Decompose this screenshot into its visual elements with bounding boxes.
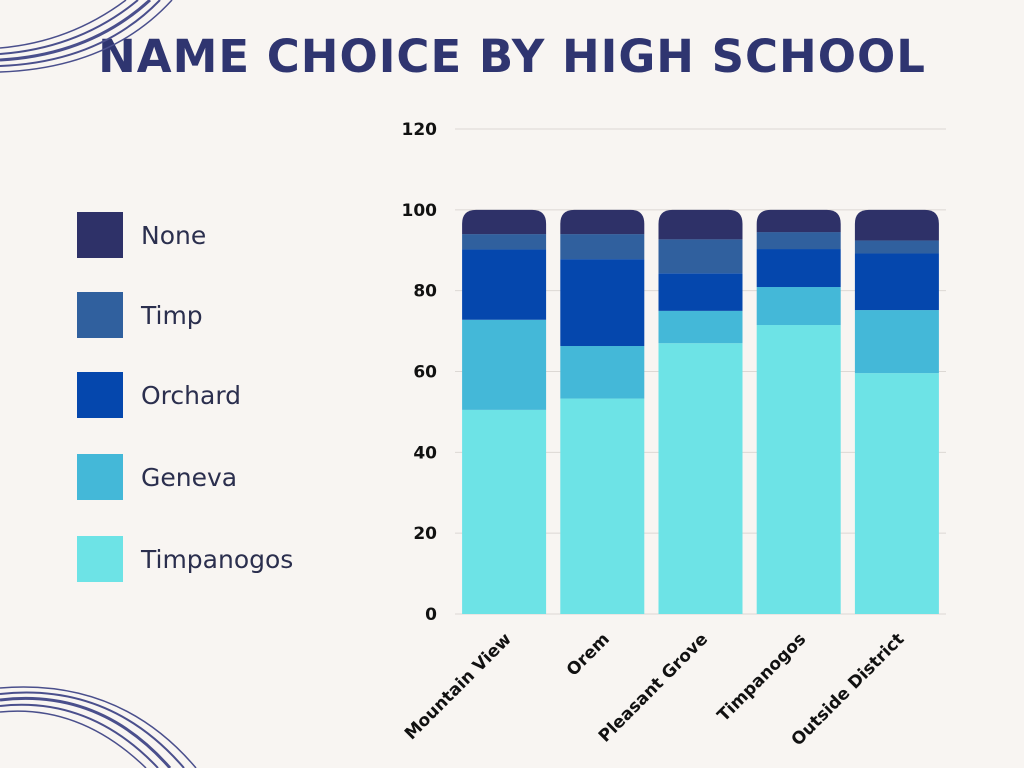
legend-label-orchard: Orchard [141, 380, 242, 410]
y-tick-label-60: 60 [413, 363, 437, 383]
bar-timpanogos-timp [756, 232, 841, 250]
bar-timpanogos-orchard [756, 249, 841, 288]
bar-pleasant-grove-timp [658, 239, 743, 274]
y-tick-label-20: 20 [413, 524, 437, 544]
legend-label-geneva: Geneva [141, 462, 238, 492]
bar-orem-none [560, 209, 645, 235]
legend-label-timp: Timp [141, 300, 203, 330]
bar-pleasant-grove-timpanogos [658, 343, 743, 614]
bar-timpanogos-geneva [756, 287, 841, 326]
bar-pleasant-grove-geneva [658, 310, 743, 344]
bar-timpanogos-none [756, 209, 841, 233]
y-tick-label-100: 100 [402, 201, 438, 221]
bar-outside-district-timp [854, 240, 939, 254]
bar-pleasant-grove-orchard [658, 273, 743, 311]
x-tick-label-orem: Orem [563, 629, 614, 680]
y-tick-label-80: 80 [413, 282, 437, 302]
x-tick-label-mountain-view: Mountain View [401, 629, 516, 744]
bar-orem-orchard [560, 259, 645, 347]
legend-label-timpanogos: Timpanogos [141, 544, 294, 574]
decorative-swirl-bottom-icon [0, 686, 197, 768]
bar-timpanogos-timpanogos [756, 325, 841, 614]
legend-item-orchard: Orchard [77, 372, 337, 418]
bar-outside-district-none [854, 209, 939, 241]
bar-mountain-view-geneva [462, 319, 547, 410]
y-tick-label-0: 0 [425, 605, 437, 625]
bar-mountain-view-none [462, 209, 547, 235]
bar-outside-district-geneva [854, 310, 939, 374]
legend-swatch-timp [77, 292, 123, 338]
bar-outside-district-orchard [854, 253, 939, 311]
y-tick-label-120: 120 [402, 120, 438, 140]
legend-item-timp: Timp [77, 292, 337, 338]
legend-swatch-timpanogos [77, 536, 123, 582]
bar-outside-district-timpanogos [854, 373, 939, 614]
bar-pleasant-grove-none [658, 209, 743, 240]
bar-mountain-view-timpanogos [462, 409, 547, 614]
legend-swatch-orchard [77, 372, 123, 418]
bar-orem-timp [560, 234, 645, 260]
legend-item-geneva: Geneva [77, 454, 337, 500]
decorative-swirl-top-icon [0, 0, 173, 73]
bar-mountain-view-timp [462, 234, 547, 250]
legend-label-none: None [141, 220, 207, 250]
x-tick-label-pleasant-grove: Pleasant Grove [595, 629, 712, 746]
bar-orem-timpanogos [560, 398, 645, 614]
legend-item-none: None [77, 212, 337, 258]
x-tick-label-timpanogos: Timpanogos [714, 629, 811, 726]
bar-orem-geneva [560, 346, 645, 399]
legend-swatch-none [77, 212, 123, 258]
legend-item-timpanogos: Timpanogos [77, 536, 337, 582]
legend-swatch-geneva [77, 454, 123, 500]
bar-mountain-view-orchard [462, 249, 547, 320]
chart-title: NAME CHOICE BY HIGH SCHOOL [98, 30, 926, 83]
y-tick-label-40: 40 [413, 443, 437, 463]
